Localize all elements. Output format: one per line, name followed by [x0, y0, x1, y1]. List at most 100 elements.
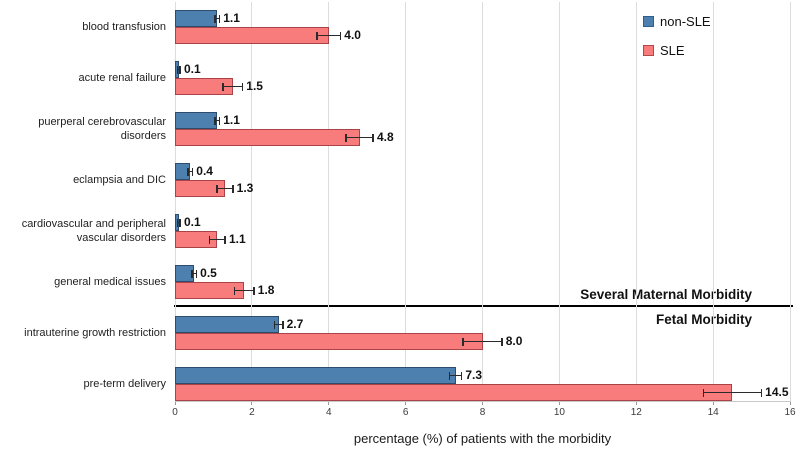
tick-label: 12 — [630, 407, 642, 418]
error-bar-cap — [179, 65, 181, 74]
error-bar-cap — [233, 286, 236, 295]
error-bar — [217, 187, 233, 190]
maternal-morbidity-section-label: Several Maternal Morbidity — [580, 287, 752, 302]
category-label: blood transfusion — [82, 20, 166, 33]
bar-non-sle — [175, 367, 456, 384]
bar-non-sle — [175, 316, 279, 333]
error-bar-cap — [216, 184, 218, 193]
error-bar-cap — [345, 133, 347, 142]
error-bar-cap — [187, 167, 189, 176]
error-bar-cap — [191, 167, 194, 176]
error-bar-cap — [253, 286, 255, 295]
error-bar-cap — [241, 82, 244, 91]
error-bar-cap — [273, 320, 276, 329]
error-bar-cap — [191, 269, 193, 278]
bar-value-label: 1.1 — [223, 113, 240, 127]
bar-sle — [175, 27, 329, 44]
bar-value-label: 2.7 — [286, 317, 304, 331]
error-bar — [463, 340, 502, 343]
bar-value-label: 7.3 — [465, 368, 483, 382]
error-bar — [192, 272, 197, 275]
bar-non-sle — [175, 112, 218, 129]
gridline — [328, 2, 330, 401]
bar-value-label: 0.4 — [196, 164, 213, 178]
x-axis-line — [175, 401, 791, 402]
bar-sle — [175, 384, 733, 401]
error-bar-cap — [460, 371, 463, 380]
error-bar — [177, 68, 180, 71]
gridline — [635, 2, 637, 401]
category-label: general medical issues — [54, 275, 166, 288]
error-bar — [703, 391, 762, 394]
bar-value-label: 1.8 — [257, 283, 275, 297]
gridline — [251, 2, 253, 401]
non-sle-swatch-icon — [643, 16, 654, 27]
tick-label: 8 — [479, 407, 486, 418]
gridline — [405, 2, 407, 401]
tick-label: 0 — [172, 407, 178, 418]
tick-label: 14 — [707, 407, 719, 418]
gridline — [174, 2, 176, 401]
error-bar-cap — [232, 184, 234, 193]
tick-mark — [174, 401, 176, 405]
gridline — [558, 2, 560, 401]
fetal-morbidity-section-label: Fetal Morbidity — [655, 312, 752, 327]
sle-swatch-icon — [643, 45, 654, 56]
bar-sle — [175, 129, 360, 146]
error-bar-cap — [702, 388, 705, 397]
tick-label: 6 — [402, 407, 409, 418]
legend-label-non-sle: non-SLE — [660, 14, 711, 29]
tick-label: 4 — [325, 407, 332, 418]
error-bar-cap — [214, 116, 216, 125]
gridline — [712, 2, 714, 401]
category-label: eclampsia and DIC — [73, 173, 166, 186]
error-bar-cap — [224, 235, 226, 244]
category-label: puerperal cerebrovascular disorders — [38, 115, 166, 142]
category-label: intrauterine growth restriction — [24, 326, 166, 339]
error-bar-cap — [179, 218, 181, 227]
bar-sle — [175, 333, 483, 350]
tick-mark — [789, 401, 791, 405]
tick-mark — [558, 401, 560, 405]
category-label: pre-term delivery — [83, 377, 166, 390]
error-bar-cap — [448, 371, 451, 380]
error-bar — [215, 17, 220, 20]
gridline — [789, 2, 791, 401]
tick-mark — [712, 401, 714, 405]
legend-item-non-sle: non-SLE — [643, 14, 711, 29]
error-bar — [346, 136, 373, 139]
gridline — [482, 2, 483, 401]
bar-value-label: 1.5 — [246, 79, 263, 93]
error-bar — [188, 170, 193, 173]
error-bar — [449, 374, 462, 377]
bar-value-label: 0.1 — [183, 62, 201, 76]
error-bar-cap — [218, 14, 221, 23]
error-bar-cap — [176, 218, 179, 227]
error-bar — [234, 289, 254, 292]
tick-label: 2 — [249, 407, 255, 418]
error-bar-cap — [222, 82, 224, 91]
bar-value-label: 1.1 — [223, 11, 240, 25]
error-bar-cap — [208, 235, 211, 244]
error-bar-cap — [760, 388, 763, 397]
category-label: cardiovascular and peripheral vascular d… — [21, 217, 166, 244]
error-bar — [215, 119, 220, 122]
error-bar — [274, 323, 283, 326]
bar-value-label: 1.1 — [228, 232, 246, 246]
tick-mark — [635, 401, 637, 405]
error-bar-cap — [214, 14, 216, 23]
error-bar-cap — [316, 31, 318, 40]
error-bar-cap — [176, 65, 179, 74]
tick-label: 10 — [553, 407, 565, 418]
legend: non-SLE SLE — [643, 14, 711, 58]
error-bar-cap — [339, 31, 342, 40]
bar-value-label: 0.1 — [183, 215, 201, 229]
error-bar-cap — [462, 337, 464, 346]
error-bar-cap — [372, 133, 374, 142]
tick-label: 16 — [784, 407, 796, 418]
error-bar-cap — [501, 337, 503, 346]
error-bar — [317, 34, 341, 37]
bar-value-label: 0.5 — [200, 266, 217, 280]
bar-value-label: 8.0 — [505, 334, 523, 348]
